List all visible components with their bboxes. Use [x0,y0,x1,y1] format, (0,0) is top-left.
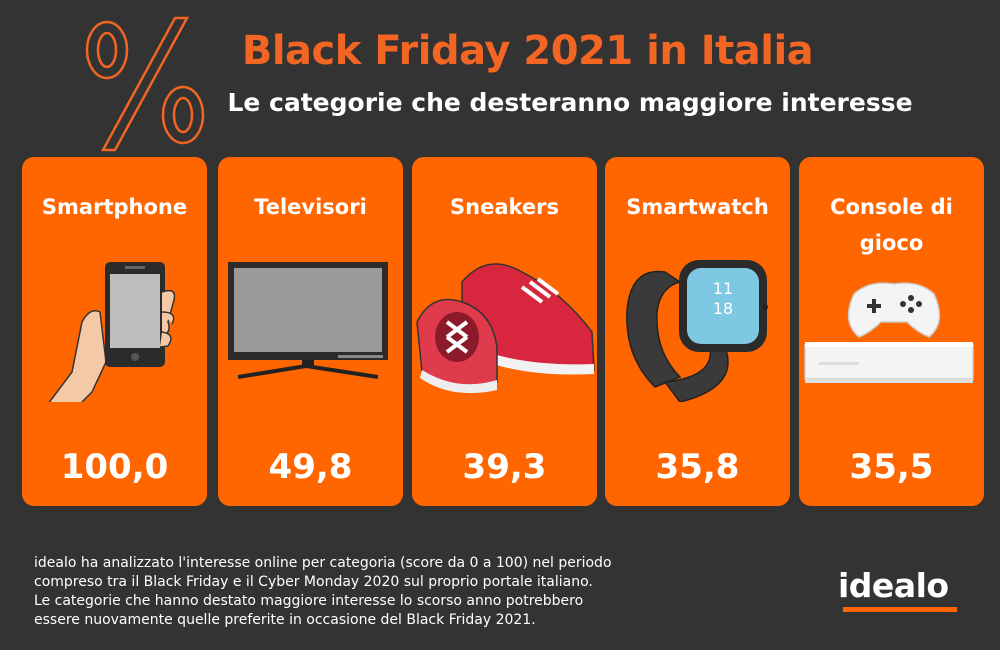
category-card-sneakers: Sneakers 39,3 [412,157,597,506]
category-score: 35,8 [655,447,740,487]
svg-text:18: 18 [713,299,733,318]
category-card-console: Console di gioco 35,5 [799,157,984,506]
game-console-icon [804,282,974,383]
category-score: 39,3 [462,447,547,487]
logo-underline [843,607,957,612]
percent-sign-icon [85,16,205,152]
footnote-line: compreso tra il Black Friday e il Cyber … [34,574,593,590]
page-title: Black Friday 2021 in Italia [241,28,814,74]
footnote-text: idealo ha analizzato l'interesse online … [34,554,674,630]
category-card-televisori: Televisori 49,8 [218,157,403,506]
category-label: Smartwatch [626,195,769,219]
footnote-line: Le categorie che hanno destato maggiore … [34,593,584,609]
smartphone-in-hand-icon [48,262,176,402]
category-score: 35,5 [849,447,934,487]
category-card-smartphone: Smartphone 100,0 [22,157,207,506]
category-score: 49,8 [268,447,353,487]
smartwatch-icon: 11 18 [626,260,768,402]
category-label: Smartphone [41,195,188,219]
category-label: Sneakers [450,195,559,219]
footnote-line: essere nuovamente quelle preferite in oc… [34,612,536,628]
category-label: Televisori [254,195,367,219]
footnote-line: idealo ha analizzato l'interesse online … [34,555,612,571]
idealo-logo: idealo [838,566,949,605]
sneakers-icon [416,263,595,394]
page-subtitle: Le categorie che desteranno maggiore int… [227,88,913,117]
category-card-smartwatch: Smartwatch 11 18 35,8 [605,157,790,506]
svg-text:11: 11 [713,279,733,298]
television-icon [228,262,388,379]
category-label: Console di gioco [830,195,953,255]
category-score: 100,0 [60,447,169,487]
